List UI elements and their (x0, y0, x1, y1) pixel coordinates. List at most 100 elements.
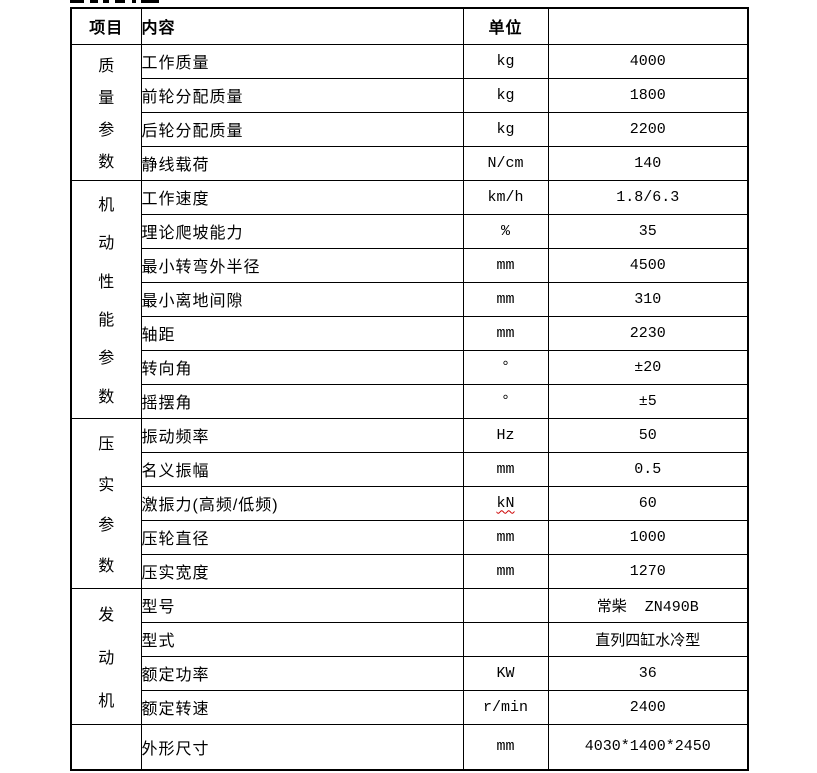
spec-content: 工作速度 (140, 179, 464, 215)
spec-unit-text: km/h (487, 188, 524, 206)
spec-value: 1000 (547, 519, 749, 555)
spec-unit: r/min (462, 689, 549, 725)
table-row: 机动性能参数工作速度 km/h 1.8/6.3 (70, 179, 749, 419)
group-label-char: 压 (98, 436, 115, 454)
table-row: 最小转弯外半径 mm 4500 (71, 247, 749, 283)
group-label-cell (70, 723, 142, 771)
spec-unit: KW (462, 655, 549, 691)
spec-content: 压实宽度 (140, 553, 464, 589)
spec-unit-text: % (500, 222, 510, 240)
spec-value: 4000 (547, 43, 749, 79)
spec-value: 1.8/6.3 (547, 179, 749, 215)
spec-unit: mm (462, 315, 549, 351)
spec-value: 2230 (547, 315, 749, 351)
spec-table: 项目 内容 单位 质量参数工作质量 kg 4000 前轮分配质量 kg 1800 后轮分配质… (70, 7, 749, 771)
table-row: 发动机型号 常柴 ZN490B (70, 587, 749, 725)
group-label-char: 参 (98, 350, 115, 368)
spec-unit-text: kg (496, 52, 515, 70)
table-row: 额定转速 r/min 2400 (71, 689, 749, 725)
spec-content: 额定转速 (140, 689, 464, 725)
spec-unit (462, 621, 549, 657)
spec-value: 常柴 ZN490B (547, 587, 749, 623)
spec-unit: N/cm (462, 145, 549, 181)
spec-unit: mm (462, 723, 549, 771)
spec-content: 压轮直径 (140, 519, 464, 555)
spec-content: 转向角 (140, 349, 464, 385)
table-row: 名义振幅 mm 0.5 (71, 451, 749, 487)
spec-value: 310 (547, 281, 749, 317)
table-row: 摇摆角 ° ±5 (71, 383, 749, 419)
table-row: 静线载荷 N/cm 140 (71, 145, 749, 181)
spec-value: 2400 (547, 689, 749, 725)
group-label-char: 动 (98, 235, 115, 253)
spec-value: 4030*1400*2450 (547, 723, 749, 771)
table-row: 质量参数工作质量 kg 4000 (70, 43, 749, 181)
table-row: 轴距 mm 2230 (71, 315, 749, 351)
spec-value: ±5 (547, 383, 749, 419)
spec-unit: mm (462, 519, 549, 555)
spec-unit: mm (462, 451, 549, 487)
spec-unit-text: mm (496, 460, 515, 478)
spec-unit-text: kg (496, 86, 515, 104)
group-label-char: 参 (98, 122, 115, 139)
spec-unit: km/h (462, 179, 549, 215)
group-label-cell: 质量参数 (70, 43, 142, 181)
spec-unit: mm (462, 281, 549, 317)
table-row: 额定功率 KW 36 (71, 655, 749, 691)
spec-unit: Hz (462, 417, 549, 453)
spec-unit-text: mm (496, 290, 515, 308)
spec-content: 工作质量 (140, 43, 464, 79)
table-row: 压轮直径 mm 1000 (71, 519, 749, 555)
header-content: 内容 (140, 7, 464, 45)
spec-content: 理论爬坡能力 (140, 213, 464, 249)
group-label-char: 数 (98, 557, 115, 575)
spec-unit: kN (462, 485, 549, 521)
spec-content: 型号 (140, 587, 464, 623)
spec-unit-text: ° (500, 358, 510, 376)
table-row: 转向角 ° ±20 (71, 349, 749, 385)
spec-value: 2200 (547, 111, 749, 147)
group-label-char: 数 (98, 154, 115, 171)
spec-value: 0.5 (547, 451, 749, 487)
spec-unit-text: KW (496, 664, 515, 682)
group-label-char: 性 (98, 273, 115, 291)
spec-value: 直列四缸水冷型 (547, 621, 749, 657)
table-row: 后轮分配质量 kg 2200 (71, 111, 749, 147)
spec-unit: ° (462, 383, 549, 419)
spec-content: 静线载荷 (140, 145, 464, 181)
spec-unit-text: kN (496, 494, 515, 512)
spec-unit-text: Hz (496, 426, 515, 444)
header-item: 项目 (70, 7, 142, 45)
spec-content: 前轮分配质量 (140, 77, 464, 113)
spec-unit-text: N/cm (487, 154, 524, 172)
spec-unit-text: mm (496, 324, 515, 342)
spec-content: 激振力(高频/低频) (140, 485, 464, 521)
spec-unit: mm (462, 247, 549, 283)
group-label-char: 发 (98, 607, 115, 625)
group-label-cell: 发动机 (70, 587, 142, 725)
spec-table-body: 质量参数工作质量 kg 4000 前轮分配质量 kg 1800 后轮分配质量 kg 2200 静线… (70, 43, 749, 771)
group-label-cell: 机动性能参数 (70, 179, 142, 419)
spec-unit-text: mm (496, 562, 515, 580)
table-row: 理论爬坡能力% 35 (71, 213, 749, 249)
group-label-char: 机 (98, 692, 115, 710)
spec-content: 型式 (140, 621, 464, 657)
spec-value: 140 (547, 145, 749, 181)
group-label-char: 能 (98, 312, 115, 330)
spec-unit-text: r/min (482, 698, 528, 716)
group-label-char: 参 (98, 517, 115, 535)
spec-unit-text: ° (500, 392, 510, 410)
header-value (547, 7, 749, 45)
spec-value: 1270 (547, 553, 749, 589)
table-row: 压实宽度 mm 1270 (71, 553, 749, 589)
spec-unit-text: mm (496, 256, 515, 274)
group-label-char: 机 (98, 197, 115, 215)
clipped-text-fragment (70, 0, 159, 4)
spec-unit-text: mm (496, 528, 515, 546)
spec-content: 最小离地间隙 (140, 281, 464, 317)
spec-content: 振动频率 (140, 417, 464, 453)
spec-unit: kg (462, 111, 549, 147)
spec-value: 50 (547, 417, 749, 453)
table-row: 前轮分配质量 kg 1800 (71, 77, 749, 113)
